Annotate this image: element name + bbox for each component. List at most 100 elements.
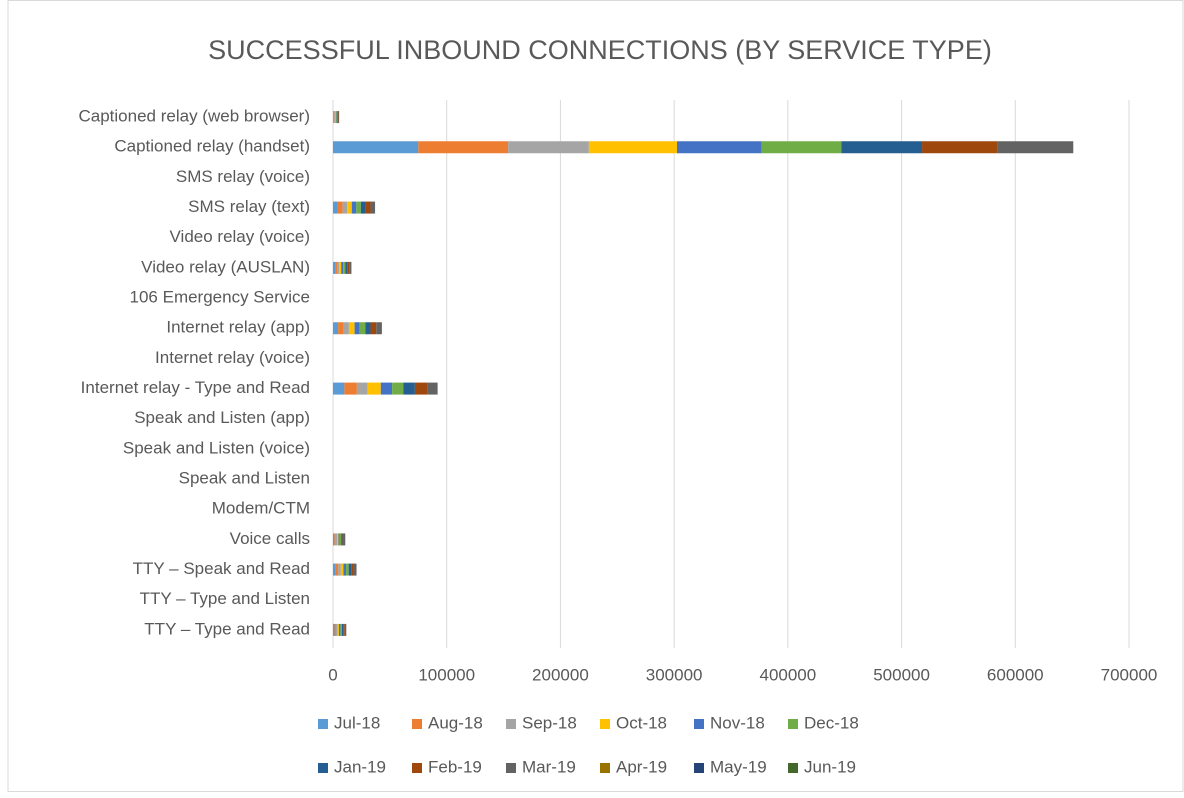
- legend-swatch: [412, 763, 422, 773]
- bar-segment: [334, 623, 336, 636]
- bar-segment: [341, 533, 343, 546]
- bar-segment: [335, 111, 337, 124]
- bar-segment: [367, 382, 381, 395]
- bar-segment: [343, 563, 347, 576]
- bar-segment: [343, 533, 346, 546]
- bar-segment: [335, 623, 338, 636]
- legend-swatch: [412, 719, 422, 729]
- bar-segment: [349, 261, 352, 274]
- bar-segment: [346, 563, 349, 576]
- x-tick-label: 200000: [532, 665, 589, 684]
- bar-segment: [342, 201, 348, 214]
- bar-segment: [334, 111, 336, 124]
- legend-swatch: [788, 763, 798, 773]
- bar-segment: [376, 322, 382, 335]
- bar-segment: [345, 261, 348, 274]
- x-tick-label: 600000: [987, 665, 1044, 684]
- y-tick-label: Modem/CTM: [212, 499, 310, 518]
- bar-segment: [351, 201, 357, 214]
- bar-segment: [337, 623, 339, 636]
- y-tick-label: Speak and Listen (voice): [123, 438, 310, 457]
- bar-segment: [333, 563, 336, 576]
- legend-swatch: [506, 763, 516, 773]
- legend-label: Apr-19: [616, 757, 667, 776]
- bar-segment: [353, 563, 357, 576]
- y-tick-label: TTY – Speak and Read: [133, 559, 310, 578]
- legend-swatch: [318, 763, 328, 773]
- bar-segment: [336, 111, 338, 124]
- bar-segment: [356, 201, 361, 214]
- bar-segment: [359, 322, 366, 335]
- bar-segment: [761, 141, 842, 154]
- legend-label: Jun-19: [804, 757, 856, 776]
- bar-segment: [339, 533, 342, 546]
- y-tick-label: TTY – Type and Read: [144, 619, 310, 638]
- x-tick-label: 400000: [759, 665, 816, 684]
- bar-segment: [351, 563, 354, 576]
- bar-segment: [337, 201, 343, 214]
- bar-segment: [365, 201, 371, 214]
- bar-segment: [427, 382, 438, 395]
- y-tick-label: 106 Emergency Service: [130, 288, 310, 307]
- bar-segment: [341, 261, 344, 274]
- bar-segment: [676, 141, 762, 154]
- legend-label: Sep-18: [522, 713, 577, 732]
- chart-title: SUCCESSFUL INBOUND CONNECTIONS (BY SERVI…: [208, 35, 992, 65]
- legend-label: Jul-18: [334, 713, 380, 732]
- legend-label: May-19: [710, 757, 767, 776]
- bar-segment: [370, 201, 376, 214]
- bar-segment: [333, 322, 339, 335]
- bar-segment: [338, 111, 340, 124]
- legend-label: Nov-18: [710, 713, 765, 732]
- bar-segment: [922, 141, 998, 154]
- bar-segment: [338, 563, 341, 576]
- legend-swatch: [318, 719, 328, 729]
- bar-segment: [348, 563, 352, 576]
- bar-segment: [343, 261, 346, 274]
- legend-label: Mar-19: [522, 757, 576, 776]
- y-tick-label: Video relay (AUSLAN): [141, 257, 310, 276]
- bar-segment: [347, 201, 352, 214]
- bar-segment: [403, 382, 415, 395]
- bar-segment: [338, 533, 340, 546]
- bar-segment: [341, 623, 344, 636]
- bar-segment: [588, 141, 677, 154]
- bar-segment: [333, 141, 419, 154]
- y-tick-label: Speak and Listen: [179, 469, 310, 488]
- bar-segment: [337, 261, 340, 274]
- bar-segment: [333, 261, 336, 274]
- y-tick-label: Internet relay (voice): [155, 348, 310, 367]
- legend-swatch: [694, 719, 704, 729]
- bar-segment: [354, 322, 360, 335]
- bar-segment: [338, 623, 341, 636]
- bar-segment: [370, 322, 377, 335]
- legend-swatch: [506, 719, 516, 729]
- bar-segment: [335, 111, 336, 124]
- bar-segment: [333, 382, 345, 395]
- bar-segment: [380, 382, 393, 395]
- bar-segment: [337, 533, 339, 546]
- bar-segment: [333, 111, 334, 124]
- legend-label: Feb-19: [428, 757, 482, 776]
- y-tick-label: TTY – Type and Listen: [140, 589, 310, 608]
- legend-label: Jan-19: [334, 757, 386, 776]
- bar-segment: [334, 533, 336, 546]
- bar-segment: [343, 322, 349, 335]
- bar-segment: [338, 322, 344, 335]
- bar-segment: [342, 533, 344, 546]
- bar-segment: [356, 382, 368, 395]
- x-tick-label: 300000: [646, 665, 703, 684]
- y-tick-label: SMS relay (voice): [176, 167, 310, 186]
- x-tick-label: 0: [328, 665, 337, 684]
- bar-segment: [337, 111, 338, 124]
- bar-segment: [392, 382, 404, 395]
- y-tick-label: Captioned relay (handset): [114, 137, 310, 156]
- bar-segment: [347, 261, 350, 274]
- bar-segment: [335, 261, 338, 274]
- bar-segment: [333, 533, 335, 546]
- legend-label: Oct-18: [616, 713, 667, 732]
- bar-segment: [333, 201, 338, 214]
- x-tick-label: 700000: [1101, 665, 1158, 684]
- y-tick-label: Internet relay - Type and Read: [81, 378, 310, 397]
